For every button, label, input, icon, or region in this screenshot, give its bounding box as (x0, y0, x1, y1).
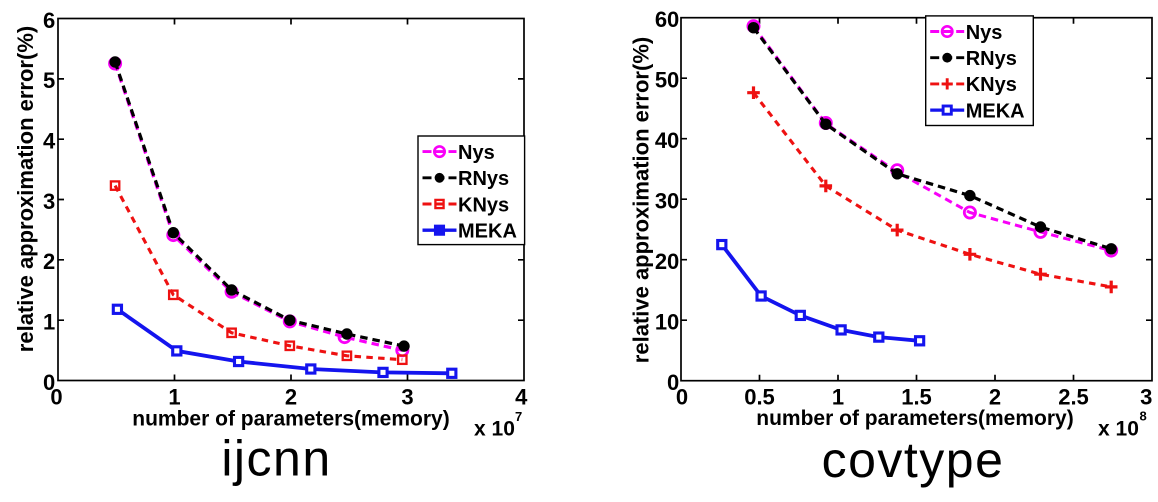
svg-text:Nys: Nys (966, 22, 1003, 44)
svg-text:relative approximation error(%: relative approximation error(%) (629, 37, 654, 363)
svg-text:60: 60 (655, 7, 679, 32)
svg-text:MEKA: MEKA (966, 100, 1025, 122)
svg-text:50: 50 (655, 68, 679, 93)
svg-text:0: 0 (676, 385, 688, 410)
svg-text:6: 6 (43, 8, 55, 33)
svg-text:0: 0 (43, 370, 55, 395)
svg-text:MEKA: MEKA (458, 221, 517, 243)
svg-text:2.5: 2.5 (1058, 385, 1089, 410)
svg-text:ijcnn: ijcnn (221, 431, 331, 487)
svg-text:4: 4 (515, 385, 528, 410)
svg-text:40: 40 (655, 128, 679, 153)
svg-text:4: 4 (43, 129, 56, 154)
svg-text:x 10: x 10 (1098, 417, 1139, 440)
svg-text:RNys: RNys (458, 168, 509, 190)
svg-text:2: 2 (989, 385, 1001, 410)
svg-text:10: 10 (655, 310, 679, 335)
svg-text:1: 1 (168, 385, 180, 410)
svg-text:7: 7 (515, 409, 522, 424)
svg-text:number of parameters(memory): number of parameters(memory) (132, 407, 449, 430)
svg-text:2: 2 (285, 385, 297, 410)
svg-text:3: 3 (1140, 385, 1152, 410)
svg-text:Nys: Nys (458, 142, 495, 164)
svg-text:covtype: covtype (822, 432, 1005, 488)
svg-text:1.5: 1.5 (901, 385, 932, 410)
svg-text:30: 30 (655, 189, 679, 214)
svg-text:5: 5 (43, 68, 55, 93)
svg-text:relative approximation error(%: relative approximation error(%) (13, 26, 38, 352)
svg-text:KNys: KNys (966, 74, 1017, 96)
svg-text:0.5: 0.5 (744, 385, 775, 410)
svg-text:3: 3 (401, 385, 413, 410)
svg-text:KNys: KNys (458, 194, 509, 216)
svg-text:1: 1 (832, 385, 844, 410)
svg-text:8: 8 (1140, 409, 1147, 424)
svg-text:3: 3 (43, 189, 55, 214)
svg-text:x 10: x 10 (474, 418, 515, 441)
svg-text:0: 0 (667, 370, 679, 395)
svg-text:20: 20 (655, 249, 679, 274)
svg-text:RNys: RNys (966, 48, 1017, 70)
svg-text:0: 0 (50, 385, 62, 410)
svg-text:1: 1 (43, 310, 55, 335)
svg-text:number of parameters(memory): number of parameters(memory) (756, 407, 1073, 430)
svg-text:2: 2 (43, 249, 55, 274)
